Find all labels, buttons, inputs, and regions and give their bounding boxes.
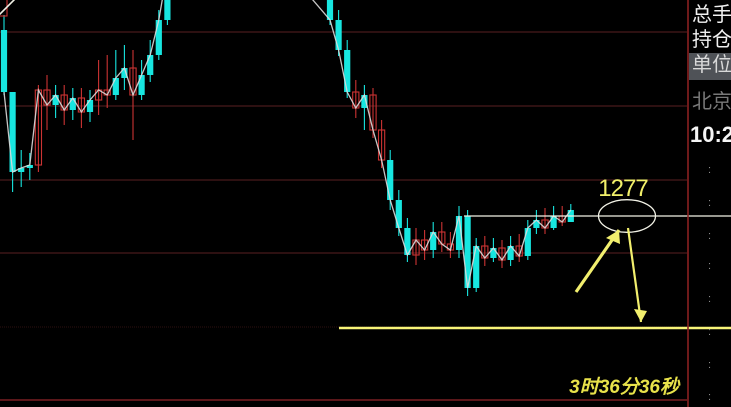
svg-text::: : — [708, 359, 711, 371]
svg-text:持仓: 持仓 — [692, 28, 731, 51]
svg-text::: : — [708, 293, 711, 305]
svg-text::: : — [708, 230, 711, 242]
svg-text:1277: 1277 — [598, 175, 648, 202]
svg-text::: : — [708, 260, 711, 272]
svg-text::: : — [708, 391, 711, 403]
svg-text:3时36分36秒: 3时36分36秒 — [569, 376, 681, 398]
svg-text::: : — [708, 197, 711, 209]
svg-text:北京: 北京 — [692, 90, 731, 113]
svg-text:10:2: 10:2 — [690, 122, 731, 147]
svg-text:总手: 总手 — [692, 3, 731, 26]
svg-text::: : — [708, 326, 711, 338]
svg-text:单位: 单位 — [692, 53, 731, 76]
svg-text::: : — [708, 164, 711, 176]
